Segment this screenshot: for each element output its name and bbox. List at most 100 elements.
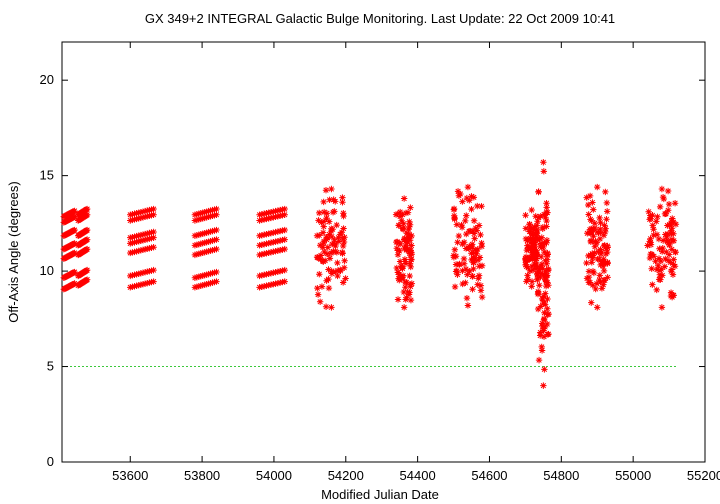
data-point [333,221,340,229]
data-point [279,206,286,213]
data-point [258,272,266,279]
data-point [127,234,134,241]
data-point [331,208,338,215]
data-point [263,240,270,247]
data-point [201,239,208,246]
data-point [601,260,608,268]
data-point [258,283,266,290]
data-point [470,217,478,224]
data-point [148,229,155,236]
data-point [537,240,545,247]
data-point [71,226,78,234]
data-point [538,234,545,241]
data-point [279,246,286,253]
data-point [195,216,203,223]
data-point [199,240,206,247]
data-point [332,198,339,205]
data-point [263,282,270,289]
data-point [475,272,483,279]
data-point [392,211,400,218]
data-point [453,267,461,275]
data-point [326,231,333,238]
data-point [530,252,538,259]
data-point [334,259,341,267]
data-point [533,247,540,254]
data-point [332,242,339,250]
data-point [524,272,531,279]
data-point [193,232,201,239]
data-point [460,260,468,267]
data-point [320,218,328,225]
data-point [203,271,210,278]
data-point [662,255,669,263]
data-point [135,232,142,239]
data-point [537,213,544,220]
data-point [336,231,344,238]
data-point [207,228,214,235]
data-point [406,272,413,280]
data-point [528,283,535,290]
data-point [452,261,460,268]
data-point [316,271,323,278]
data-point [129,283,136,290]
data-point [394,251,402,258]
data-point [71,240,78,247]
data-point [316,298,324,305]
data-point [197,273,204,280]
data-point [256,284,263,291]
data-point [260,250,268,258]
data-point [455,192,463,199]
data-point [534,276,541,284]
data-point [148,212,155,219]
x-tick-label: 55200 [687,468,720,483]
data-point [150,266,157,274]
data-point [401,235,408,242]
data-point [272,280,279,287]
data-point [133,238,140,246]
data-point [141,280,149,287]
data-point [597,225,604,233]
data-point [597,250,605,258]
data-point [274,228,282,235]
data-point [328,233,336,240]
data-point [402,209,410,217]
data-point [150,205,157,213]
data-point [335,234,342,241]
data-point [258,241,266,248]
data-point [127,217,134,224]
data-point [270,280,277,288]
data-point [401,258,409,265]
data-point [535,188,542,196]
data-point [538,253,545,261]
data-point [314,254,321,261]
data-point [523,263,530,270]
data-point [339,250,346,257]
data-point [256,217,263,224]
data-point [323,250,331,258]
data-point [256,242,263,249]
data-point [601,222,608,229]
data-point [260,231,268,238]
data-point [602,250,610,258]
data-point [533,226,541,233]
data-point [542,257,549,264]
data-point [137,281,145,288]
data-point [199,249,206,256]
data-point [260,271,268,279]
data-point [334,267,342,274]
data-point [647,235,654,242]
data-point [326,255,334,262]
data-point [590,206,597,213]
data-point [146,212,153,220]
data-point [197,231,204,238]
data-point [320,198,327,206]
data-point [209,279,216,286]
data-point [141,246,149,253]
data-point [256,272,263,280]
data-point [339,199,346,206]
data-point [209,269,216,277]
data-point [649,222,656,229]
data-point [538,343,545,351]
data-point [137,208,145,216]
data-point [267,281,275,288]
